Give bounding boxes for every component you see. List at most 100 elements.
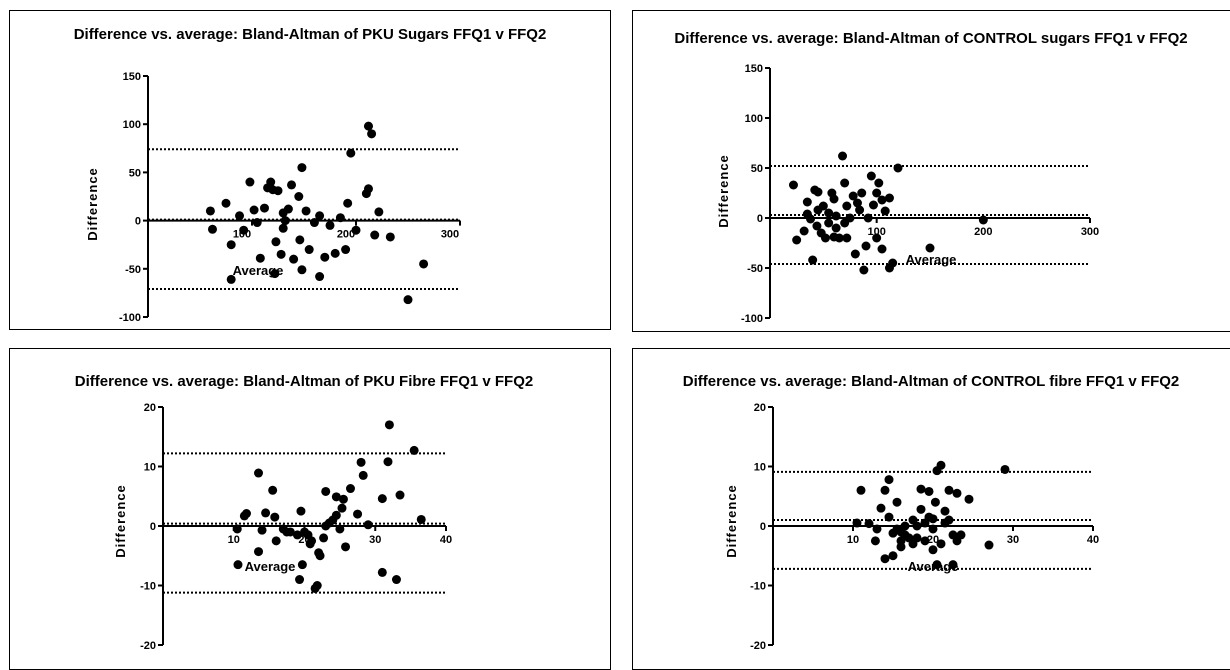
data-point [824,218,834,228]
data-point [385,232,395,242]
chart-title: Difference vs. average: Bland-Altman of … [75,373,533,390]
data-point [271,237,281,247]
y-tick-label: -100 [119,312,141,324]
y-tick-label: 0 [135,216,141,228]
data-point [331,492,341,502]
chart-title: Difference vs. average: Bland-Altman of … [674,30,1187,47]
data-point [864,519,874,529]
data-point [341,245,351,255]
data-point [356,457,366,467]
y-tick-label: 50 [751,163,763,175]
data-point [345,484,355,494]
y-tick-label: -20 [140,640,156,652]
x-axis-label: Average [908,559,959,574]
data-point [289,254,299,264]
y-tick-label: 0 [760,521,766,533]
data-point [808,255,818,265]
data-point [813,187,823,197]
data-point [932,560,942,570]
data-point [255,253,265,263]
data-point [259,203,269,213]
data-point [287,180,297,190]
y-tick-label: 10 [754,462,766,474]
data-point [930,497,940,507]
y-tick-label: 0 [150,521,156,533]
data-point [363,184,373,194]
data-point [383,457,393,467]
x-tick-label: 200 [337,229,355,241]
data-point [876,503,886,513]
data-point [257,525,267,535]
data-point [788,180,798,190]
data-point [304,245,314,255]
data-point [301,206,311,216]
data-point [818,201,828,211]
data-point [367,129,377,139]
data-point [278,223,288,233]
data-point [374,207,384,217]
data-point [916,504,926,514]
data-point [363,121,373,131]
data-point [254,547,264,557]
data-point [892,497,902,507]
x-tick-label: 40 [1087,534,1099,546]
data-point [924,486,934,496]
data-point [874,178,884,188]
data-point [880,206,890,216]
chart-panel-pku-fibre: Difference vs. average: Bland-Altman of … [9,348,611,670]
data-point [320,252,330,262]
data-point [952,488,962,498]
data-point [312,581,322,590]
data-point [315,551,325,561]
data-point [391,575,401,585]
data-point [912,521,922,531]
data-point [280,216,290,226]
data-point [409,445,419,455]
data-point [309,218,319,228]
y-axis-label: Difference [113,484,128,558]
data-point [296,506,306,516]
y-tick-label: 20 [754,402,766,414]
data-point [363,520,373,530]
data-point [852,518,862,528]
data-point [315,272,325,282]
data-point [297,560,307,570]
x-tick-label: 100 [867,226,885,238]
data-point [964,494,974,504]
data-point [888,551,898,561]
data-point [956,530,966,540]
y-tick-label: -20 [750,640,766,652]
x-tick-label: 300 [441,229,459,241]
data-point [319,533,329,543]
chart-svg-pku-sugars: Difference vs. average: Bland-Altman of … [74,26,547,324]
data-point [331,510,341,520]
data-point [235,211,245,221]
data-point [831,211,841,221]
y-tick-label: 100 [745,113,763,125]
data-point [840,178,850,188]
chart-panel-pku-sugars: Difference vs. average: Bland-Altman of … [9,10,611,330]
data-point [239,225,249,235]
data-point [1000,464,1010,474]
data-point [812,221,822,231]
data-point [857,188,867,198]
data-point [416,514,426,524]
y-tick-label: 150 [745,63,763,75]
data-point [341,542,351,552]
data-point [893,163,903,173]
x-tick-label: 10 [228,534,240,546]
y-tick-label: -10 [140,581,156,593]
data-point [338,494,348,504]
data-point [928,545,938,555]
data-point [978,215,988,225]
data-point [226,274,236,284]
x-tick-label: 40 [440,534,452,546]
y-tick-label: -50 [747,263,763,275]
data-point [884,193,894,203]
data-point [276,249,286,259]
data-point [335,213,345,223]
y-tick-label: 150 [123,71,141,83]
data-point [221,198,231,208]
data-point [861,241,871,251]
data-point [792,235,802,245]
